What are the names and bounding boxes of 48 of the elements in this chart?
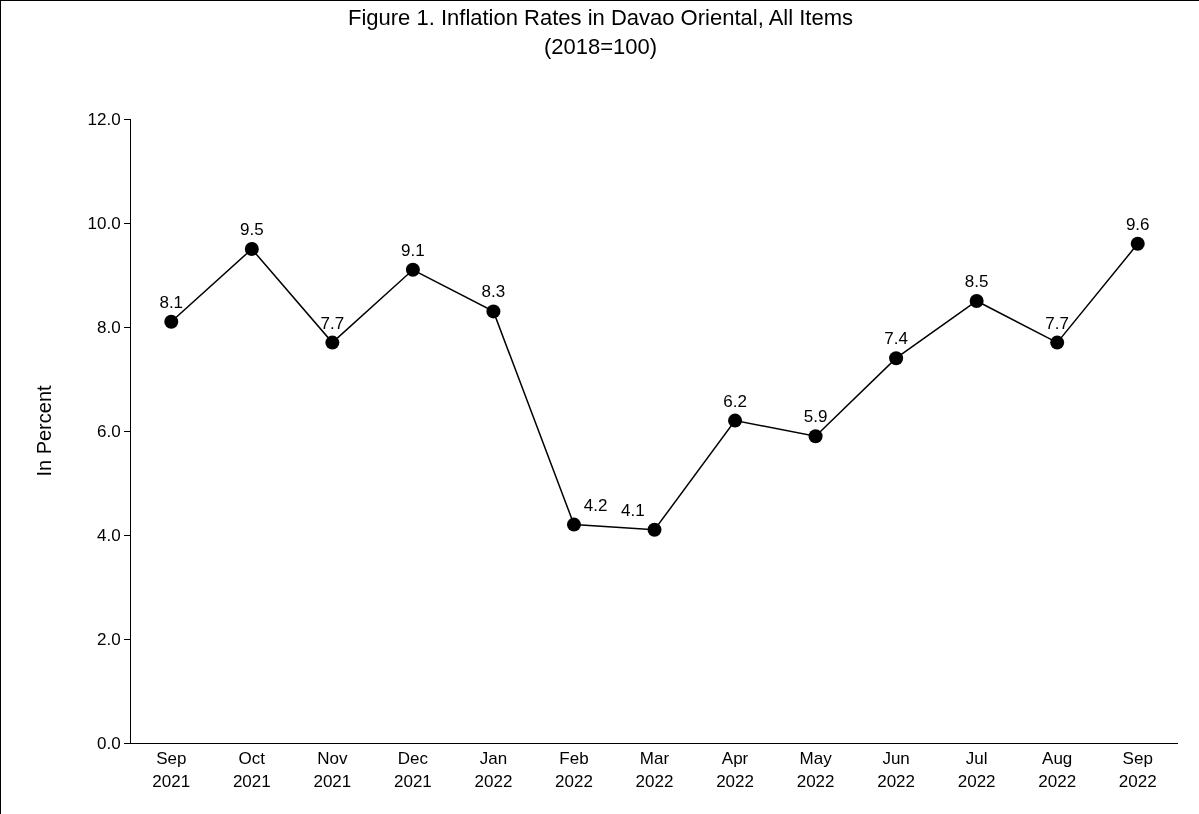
x-tick-label: Sep 2021 — [152, 749, 191, 791]
data-label: 8.1 — [159, 292, 184, 312]
data-label: 4.2 — [583, 495, 608, 515]
x-tick-label: Sep 2022 — [1118, 749, 1157, 791]
x-tick-label: Jun 2022 — [877, 749, 916, 791]
data-label: 4.1 — [621, 500, 645, 520]
point — [808, 429, 823, 444]
data-label: 6.2 — [723, 391, 747, 411]
point — [566, 517, 581, 532]
x-tick-label: Dec 2021 — [393, 749, 432, 791]
y-tick-label: 6.0 — [96, 421, 121, 441]
y-tick-label: 8.0 — [96, 317, 121, 337]
data-label: 5.9 — [803, 407, 828, 427]
point — [647, 522, 662, 537]
point — [1130, 236, 1145, 251]
data-label: 9.1 — [401, 240, 425, 260]
y-tick-label: 2.0 — [96, 629, 121, 649]
data-label: 9.6 — [1125, 214, 1150, 234]
y-tick-label: 0.0 — [96, 733, 121, 753]
point — [969, 294, 984, 308]
data-label: 8.5 — [964, 272, 989, 291]
point — [1050, 335, 1065, 350]
x-tick-label: Jan 2022 — [474, 749, 513, 791]
y-tick-label: 4.0 — [96, 525, 121, 545]
x-tick-label: Nov 2021 — [313, 749, 352, 791]
data-label: 7.7 — [320, 313, 345, 333]
point — [889, 351, 904, 366]
data-label: 9.5 — [239, 220, 264, 239]
x-tick-label: Apr 2022 — [716, 749, 754, 791]
point — [728, 413, 743, 428]
data-label: 7.7 — [1045, 313, 1070, 333]
point — [164, 314, 179, 329]
x-tick-label: Aug 2022 — [1038, 749, 1077, 791]
point — [405, 262, 420, 277]
point — [325, 335, 340, 350]
y-tick-label: 10.0 — [87, 213, 121, 233]
x-tick-label: Mar 2022 — [635, 749, 674, 791]
chart-title: Figure 1. Inflation Rates in Davao Oriental, All Items (2018=100) — [347, 5, 854, 60]
y-axis-title: In Percent — [33, 384, 56, 477]
y-tick-label: 12.0 — [87, 109, 121, 129]
x-tick-label: Jul 2022 — [957, 749, 996, 791]
x-tick-label: May 2022 — [796, 749, 835, 791]
data-label: 7.4 — [884, 329, 908, 349]
x-tick-label: Oct 2021 — [232, 749, 271, 791]
point — [244, 242, 259, 256]
x-tick-label: Feb 2022 — [555, 749, 593, 791]
point — [486, 304, 501, 319]
data-label: 8.3 — [481, 282, 506, 302]
